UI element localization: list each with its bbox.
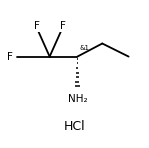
Text: HCl: HCl	[64, 120, 85, 133]
Text: &1: &1	[80, 45, 90, 52]
Text: F: F	[60, 21, 66, 31]
Text: F: F	[7, 52, 13, 62]
Text: NH₂: NH₂	[68, 94, 87, 104]
Text: F: F	[34, 21, 39, 31]
